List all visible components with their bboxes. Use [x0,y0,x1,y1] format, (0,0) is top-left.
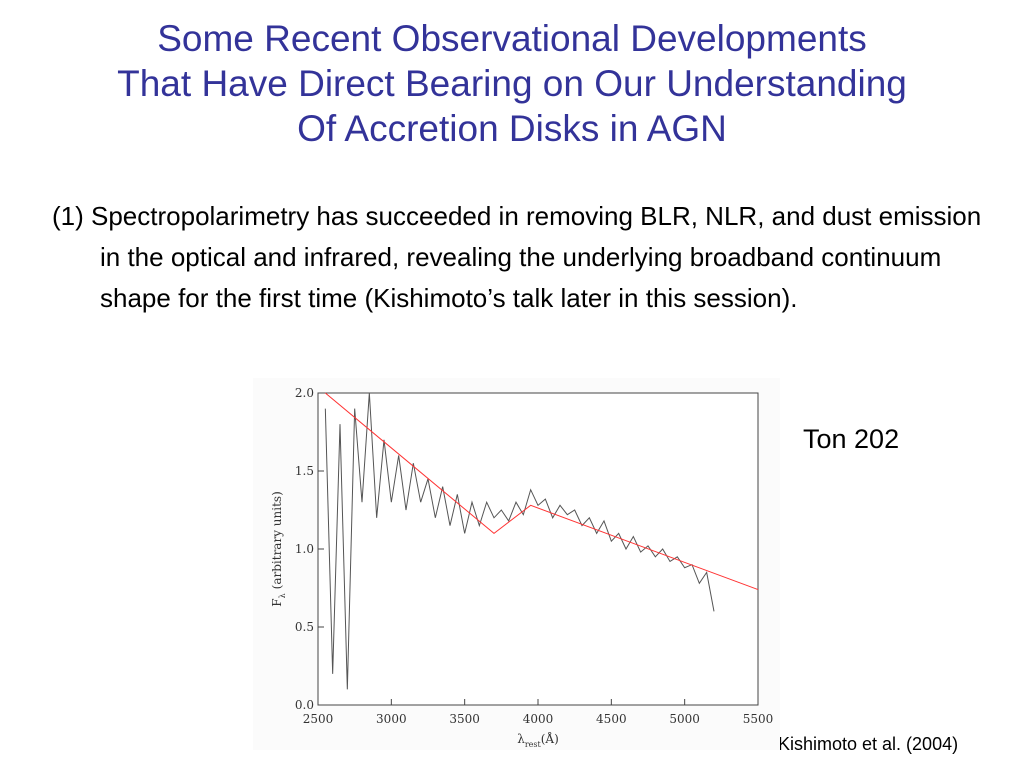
y-label-unit: (arbitrary units) [270,491,284,589]
x-label-sub: rest [525,740,542,749]
bullet-text: (1) Spectropolarimetry has succeeded in … [52,201,982,313]
chart: 2500 3000 3500 4000 4500 5000 5500 0.0 0.5 1.0 1.5… [253,378,780,750]
x-tick-label: 5000 [669,712,700,726]
y-label-symbol: F [270,598,284,606]
caption: Ton 202 [803,424,900,454]
x-tick-label: 2500 [303,712,334,726]
x-tick-label: 5500 [743,712,774,726]
x-label-unit: (Å) [541,731,559,746]
credit: -Kishimoto et al. (2004) [772,734,959,754]
x-tick-label: 4000 [523,712,554,726]
x-label-symbol: λ [517,732,525,746]
plot-frame [317,392,759,706]
y-tick-label: 0.5 [295,620,314,634]
y-tick-label: 1.0 [295,542,314,556]
y-label-sub: λ [278,593,287,598]
y-axis-label: Fλ (arbitrary units) [270,491,287,607]
x-tick-label: 4500 [596,712,627,726]
title-line: That Have Direct Bearing on Our Understa… [117,63,907,104]
x-tick-label: 3500 [449,712,480,726]
y-tick-label: 0.0 [295,698,314,712]
slide-title: Some Recent Observational Developments T… [0,16,1024,151]
series-line [325,392,759,591]
y-tick-label: 2.0 [295,386,314,400]
title-line: Of Accretion Disks in AGN [297,108,727,149]
x-axis-label: λrest(Å) [517,731,559,749]
series-line [324,392,715,690]
title-line: Some Recent Observational Developments [157,18,867,59]
x-tick-label: 3000 [376,712,407,726]
y-tick-label: 1.5 [295,464,314,478]
